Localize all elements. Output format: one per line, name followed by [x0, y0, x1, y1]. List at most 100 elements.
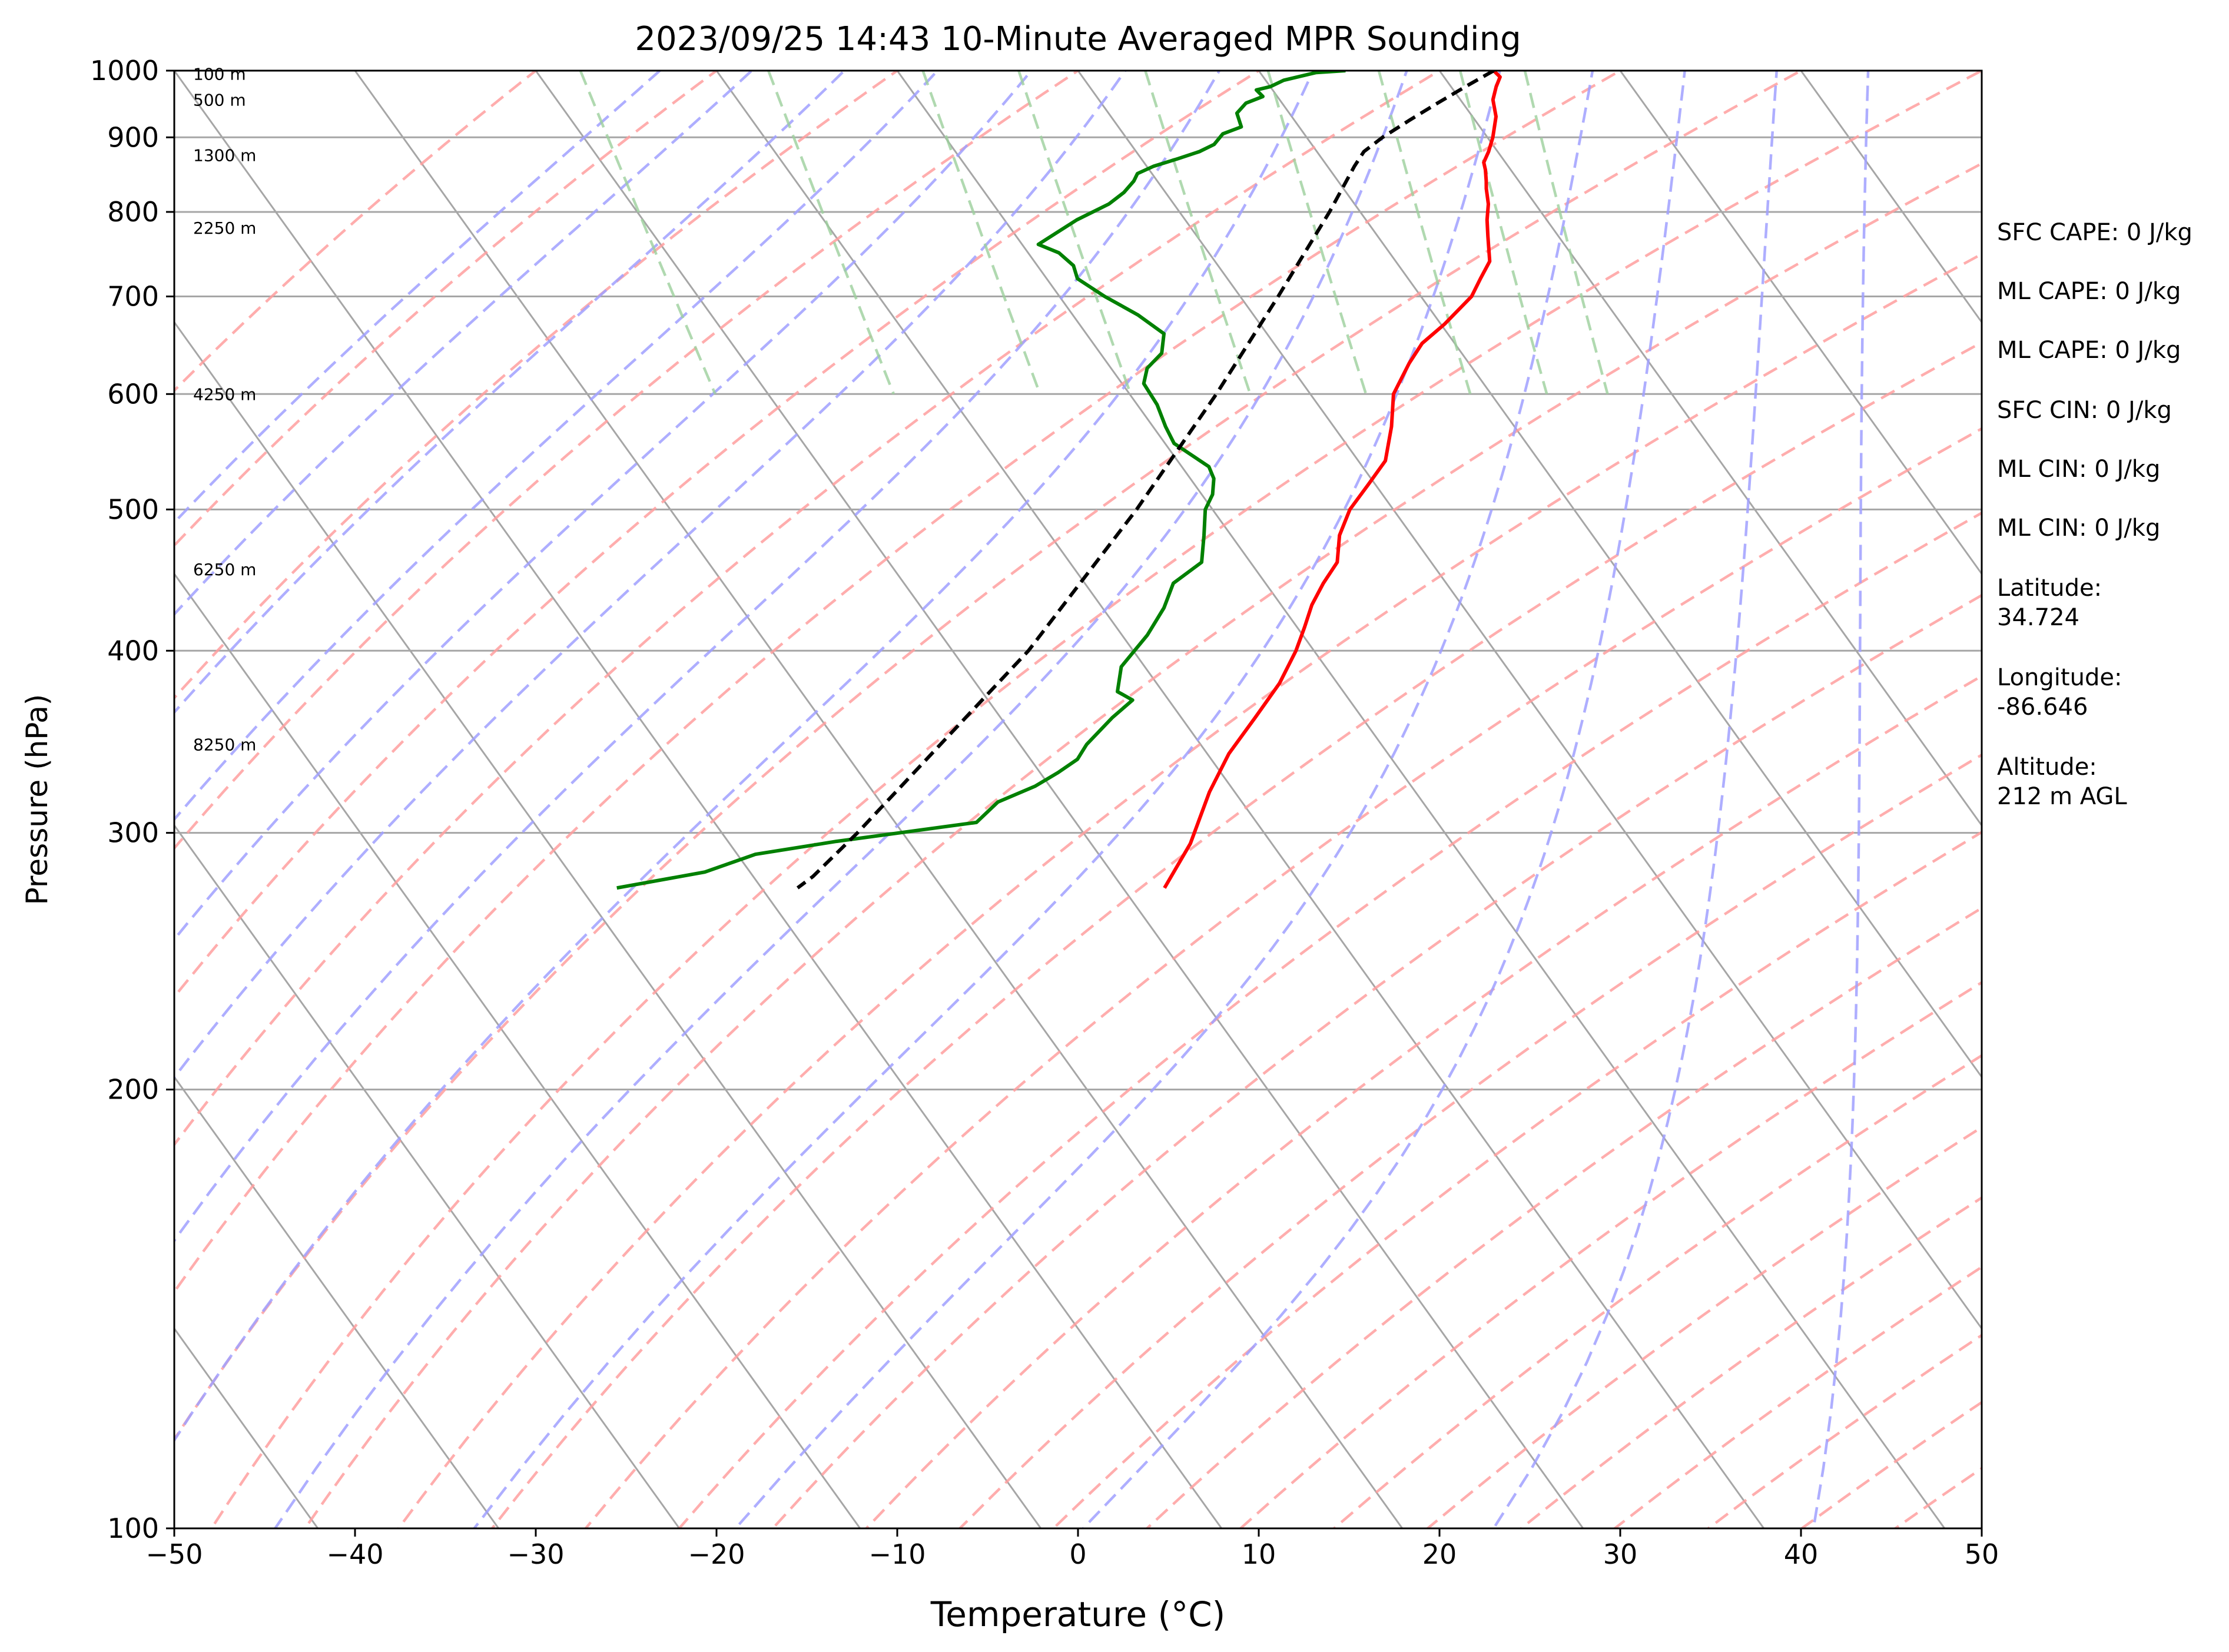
y-axis: 100 200 300 400 500 600 700 800 900 1000: [90, 55, 174, 1544]
y-tick-label: 1000: [90, 55, 159, 87]
moist-adiabat-line: [734, 71, 1594, 1528]
isotherm-line: [896, 71, 1946, 1528]
dry-adiabat-line: [677, 511, 1982, 1528]
height-labels: 8250 m 6250 m 4250 m 2250 m 1300 m 500 m 100 m: [193, 64, 256, 754]
x-tick-label: 50: [1965, 1538, 1999, 1570]
plot-background: [174, 71, 1982, 1528]
y-tick-label: 600: [107, 378, 159, 410]
height-label: 100 m: [193, 64, 246, 84]
longitude-value: -86.646: [1997, 694, 2088, 721]
height-label: 4250 m: [193, 384, 256, 404]
moist-adiabat-line: [174, 71, 940, 822]
ml-cin-text: ML CIN: 0 J/kg: [1997, 456, 2161, 483]
dry-adiabat-line: [174, 71, 1623, 1295]
height-label: 6250 m: [193, 560, 256, 579]
isotherm-line: [1800, 71, 1982, 324]
latitude-label: Latitude:: [1997, 575, 2102, 602]
y-tick-label: 400: [107, 635, 159, 666]
dry-adiabat-line: [864, 674, 1982, 1528]
x-axis-label: Temperature (°C): [930, 1594, 1226, 1634]
altitude-label: Altitude:: [1997, 754, 2097, 781]
y-tick-label: 800: [107, 196, 159, 228]
y-tick-label: 500: [107, 493, 159, 525]
latitude-value: 34.724: [1997, 604, 2079, 631]
x-tick-label: −10: [868, 1538, 926, 1570]
moist-adiabat-line: [1082, 71, 1686, 1528]
moist-adiabat-line: [1492, 71, 1778, 1528]
altitude-value: 212 m AGL: [1997, 783, 2127, 810]
mixing-ratio-line: [579, 71, 717, 395]
y-tick-label: 700: [107, 281, 159, 313]
x-tick-label: 20: [1422, 1538, 1457, 1570]
y-axis-label: Pressure (hPa): [20, 694, 54, 905]
y-tick-label: 300: [107, 817, 159, 849]
mixing-ratio-line: [1458, 71, 1548, 394]
moist-adiabat-line: [1812, 71, 1870, 1528]
mixing-ratio-line: [1017, 71, 1132, 395]
chart-title: 2023/09/25 14:43 10-Minute Averaged MPR …: [635, 20, 1521, 58]
y-tick-label: 100: [107, 1512, 159, 1544]
ml-cape-text: ML CAPE: 0 J/kg: [1997, 278, 2181, 305]
isotherm-line: [174, 1075, 500, 1528]
isotherm-line: [1077, 71, 1982, 1331]
mixing-ratio-line: [1144, 71, 1252, 395]
ml-cape-text-2: ML CAPE: 0 J/kg: [1997, 337, 2181, 364]
x-tick-label: −30: [507, 1538, 564, 1570]
x-tick-label: 40: [1784, 1538, 1819, 1570]
x-tick-label: −40: [326, 1538, 383, 1570]
mixing-ratio-line: [767, 71, 895, 395]
sounding-info-panel: SFC CAPE: 0 J/kg ML CAPE: 0 J/kg ML CAPE…: [1997, 218, 2221, 811]
isotherm-line: [1438, 71, 1982, 827]
isotherm-line: [715, 71, 1765, 1528]
dry-adiabat-line: [1145, 906, 1982, 1528]
isotherm-line: [1619, 71, 1982, 576]
longitude-label: Longitude:: [1997, 664, 2122, 691]
isotherm-line: [174, 71, 1223, 1528]
moist-adiabat-line: [174, 71, 1221, 1243]
dry-adiabat-line: [174, 71, 900, 700]
dry-adiabat-line: [174, 71, 1262, 999]
y-tick-label: 200: [107, 1074, 159, 1106]
moist-adiabat-line: [174, 71, 1127, 1080]
x-axis: −50 −40 −30 −20 −10 0 10 20 30 40 50: [145, 1528, 1999, 1570]
sfc-cape-text: SFC CAPE: 0 J/kg: [1997, 219, 2192, 246]
isotherm-line: [174, 572, 861, 1528]
parcel-trace: [796, 71, 1495, 890]
dry-adiabat-line: [174, 71, 1442, 1147]
height-label: 8250 m: [193, 735, 256, 754]
mixing-ratio-line: [1266, 71, 1368, 394]
isotherm-line: [174, 824, 681, 1528]
ml-cin-text-2: ML CIN: 0 J/kg: [1997, 515, 2161, 542]
dry-adiabat-line: [210, 71, 1982, 1528]
mixing-ratio-line: [921, 71, 1041, 395]
moist-adiabat-line: [174, 71, 1033, 942]
dry-adiabat-line: [174, 71, 1804, 1442]
dry-adiabat-line: [397, 253, 1982, 1528]
x-tick-label: 30: [1603, 1538, 1638, 1570]
temperature-trace: [1163, 71, 1502, 889]
height-label: 1300 m: [193, 146, 256, 165]
isotherm-line: [174, 320, 1042, 1528]
moist-adiabat-line: [473, 71, 1501, 1528]
moist-adiabat-line: [174, 71, 847, 715]
x-tick-label: 10: [1242, 1538, 1276, 1570]
dry-adiabat-line: [303, 162, 1982, 1528]
isotherm-line: [535, 71, 1584, 1528]
x-tick-label: 0: [1069, 1538, 1086, 1570]
x-tick-label: −50: [145, 1538, 203, 1570]
background-lines: [174, 71, 1982, 1528]
height-label: 2250 m: [193, 218, 256, 238]
dry-adiabat-line: [958, 753, 1982, 1528]
mixing-ratio-line: [1377, 71, 1472, 394]
sounding-traces: [616, 71, 1502, 890]
moist-adiabat-line: [174, 71, 1315, 1443]
dry-adiabat-line: [174, 71, 1081, 851]
y-tick-label: 900: [107, 121, 159, 153]
mixing-ratio-line: [1523, 71, 1609, 394]
x-tick-label: −20: [688, 1538, 745, 1570]
moist-adiabat-line: [274, 71, 1408, 1528]
dry-adiabat-line: [583, 427, 1982, 1528]
height-label: 500 m: [193, 91, 246, 110]
dewpoint-trace: [616, 71, 1346, 890]
